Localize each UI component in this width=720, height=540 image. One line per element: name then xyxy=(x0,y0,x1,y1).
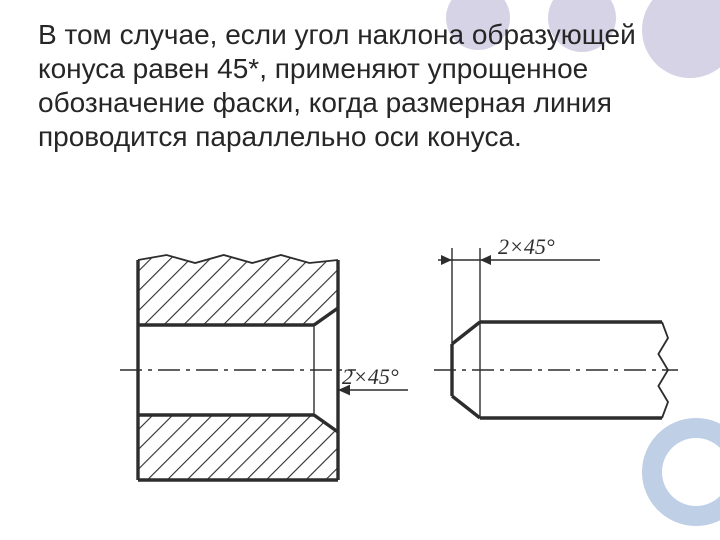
technical-drawing: 2×45° 2×45° xyxy=(60,230,680,520)
body-text: В том случае, если угол наклона образующ… xyxy=(38,18,658,154)
paragraph: В том случае, если угол наклона образующ… xyxy=(38,18,658,154)
chamfer-label-right: 2×45° xyxy=(498,234,555,259)
chamfer-label-left: 2×45° xyxy=(342,364,399,389)
